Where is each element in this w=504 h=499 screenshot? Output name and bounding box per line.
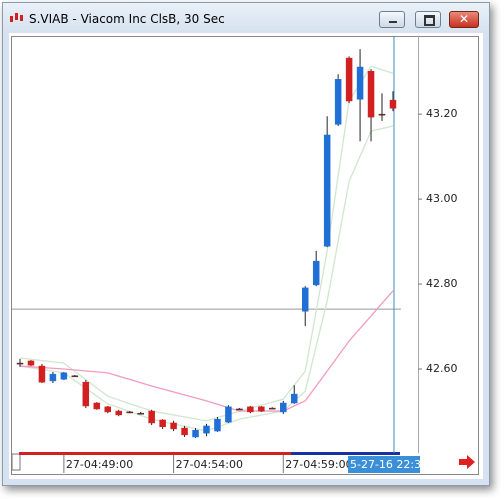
candle-body xyxy=(345,57,353,102)
candle-body xyxy=(334,79,342,125)
candle-body xyxy=(356,66,364,100)
candle-body xyxy=(192,429,199,438)
candle-body xyxy=(82,381,90,407)
candle-body xyxy=(170,422,177,430)
candle-body xyxy=(93,402,101,410)
time-strip xyxy=(291,452,400,455)
candle-body xyxy=(258,406,265,412)
candle-body xyxy=(38,365,46,383)
candle-body xyxy=(181,427,188,436)
chart-background xyxy=(9,33,483,479)
x-tick-label: 27-04:59:00 xyxy=(285,458,352,471)
candle-body xyxy=(60,372,68,380)
close-button[interactable]: ✕ xyxy=(449,11,479,28)
candle-body xyxy=(280,402,287,413)
indicator-line xyxy=(19,65,394,422)
candle-body xyxy=(203,425,210,434)
candle-body xyxy=(115,410,122,416)
checkbox[interactable] xyxy=(11,453,21,471)
candle-body xyxy=(236,408,243,411)
window: S.VIAB - Viacom Inc ClsB, 30 Sec ✕ 42.60… xyxy=(2,2,490,486)
y-tick-label: 43.00 xyxy=(426,192,458,205)
y-tick-label: 43.20 xyxy=(426,107,458,120)
candle-body xyxy=(214,418,221,432)
candle-body xyxy=(148,410,155,424)
candle-body xyxy=(225,406,232,423)
window-title: S.VIAB - Viacom Inc ClsB, 30 Sec xyxy=(29,12,225,26)
minimize-button[interactable] xyxy=(379,11,405,28)
candle-body xyxy=(291,393,298,404)
cursor-label-bg xyxy=(348,456,420,473)
y-tick-label: 42.80 xyxy=(426,277,458,290)
app-icon xyxy=(10,13,23,22)
candle-body xyxy=(301,287,309,312)
maximize-button[interactable] xyxy=(415,11,441,28)
candle-body xyxy=(389,99,397,109)
x-tick-label: 27-04:54:00 xyxy=(176,458,243,471)
time-strip xyxy=(19,452,291,455)
candle-body xyxy=(247,406,254,413)
chart: 42.60 42.80 43.00 43.20 27-04:49:00 27-04:54:… xyxy=(9,33,483,479)
title-bar: S.VIAB - Viacom Inc ClsB, 30 Sec ✕ xyxy=(3,3,489,33)
candle-body xyxy=(312,260,320,286)
candle-body xyxy=(323,134,331,247)
candle-body xyxy=(16,362,24,365)
y-tick-label: 42.60 xyxy=(426,362,458,375)
candle-body xyxy=(159,419,166,428)
candle-body xyxy=(104,406,112,413)
candle-body xyxy=(71,375,79,378)
candle-body xyxy=(49,373,57,382)
candle-body xyxy=(137,412,144,415)
scroll-arrow[interactable] xyxy=(459,455,475,469)
candle-body xyxy=(367,71,375,118)
candle-body xyxy=(269,407,276,410)
chart-frame xyxy=(11,36,479,475)
candle-body xyxy=(27,360,35,366)
cursor-label: 5-27-16 22:34:00 xyxy=(350,458,446,471)
candle-body xyxy=(126,411,133,414)
indicator-line xyxy=(19,125,394,432)
candle-body xyxy=(378,113,386,116)
x-tick-label: 27-04:49:00 xyxy=(66,458,133,471)
